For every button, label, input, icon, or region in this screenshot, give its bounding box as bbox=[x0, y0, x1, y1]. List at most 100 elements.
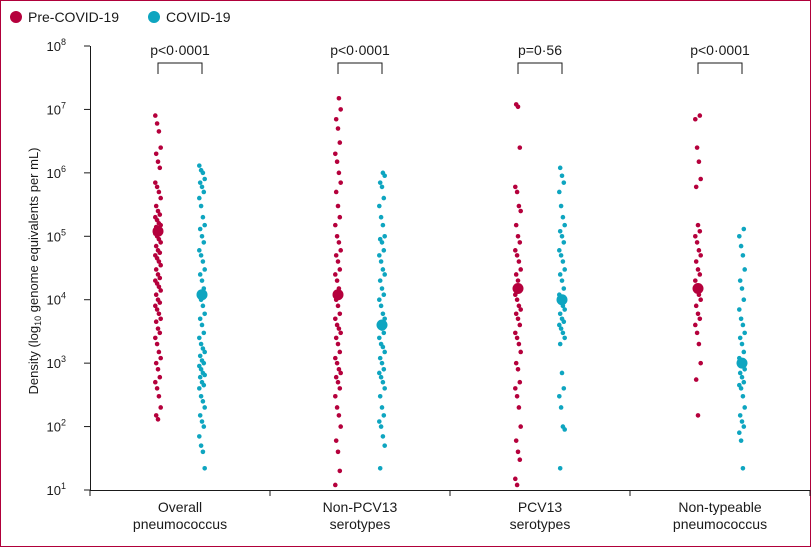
covid-point bbox=[201, 360, 207, 366]
covid-point bbox=[202, 222, 207, 228]
pre-covid-point bbox=[153, 360, 159, 366]
covid-median-marker bbox=[376, 319, 388, 331]
y-tick-label: 101 bbox=[47, 481, 66, 498]
covid-point bbox=[197, 316, 203, 322]
pre-covid-point bbox=[337, 214, 343, 220]
covid-point bbox=[382, 173, 388, 179]
pre-covid-point bbox=[337, 468, 343, 474]
pre-covid-point bbox=[513, 386, 518, 391]
significance-bracket bbox=[697, 62, 743, 74]
covid-point bbox=[377, 394, 383, 399]
pre-covid-point bbox=[334, 278, 340, 283]
significance-annotations: p<0·0001 p<0·0001 p=0·56 p<0·0001 bbox=[150, 42, 750, 74]
y-tick-label: 104 bbox=[47, 291, 66, 308]
covid-point bbox=[198, 253, 204, 258]
pre-covid-median-marker bbox=[152, 225, 164, 237]
covid-point bbox=[200, 346, 206, 351]
pre-covid-point bbox=[336, 95, 342, 101]
pre-covid-point bbox=[335, 449, 341, 455]
covid-point bbox=[197, 434, 202, 439]
covid-point bbox=[377, 253, 382, 258]
covid-point bbox=[378, 374, 384, 380]
pre-covid-point bbox=[517, 322, 523, 328]
pre-covid-point bbox=[338, 180, 344, 185]
pre-covid-point bbox=[153, 203, 159, 209]
pre-covid-point bbox=[696, 248, 702, 253]
covid-point bbox=[738, 243, 744, 249]
pre-covid-point bbox=[337, 311, 343, 317]
pre-covid-point bbox=[333, 355, 338, 361]
covid-point bbox=[381, 195, 387, 201]
covid-point bbox=[197, 195, 202, 201]
covid-point bbox=[558, 253, 564, 258]
pre-covid-point bbox=[335, 126, 341, 131]
x-axis-categories: OverallpneumococcusNon-PCV13serotypesPCV… bbox=[89, 490, 811, 532]
covid-point bbox=[741, 349, 747, 355]
pre-covid-point bbox=[156, 311, 162, 317]
covid-point bbox=[557, 272, 563, 277]
pre-covid-point bbox=[516, 341, 522, 347]
significance-bracket bbox=[157, 62, 203, 74]
pre-covid-point bbox=[513, 330, 518, 336]
covid-point bbox=[559, 173, 565, 179]
pre-covid-point bbox=[693, 322, 698, 328]
covid-point bbox=[739, 374, 745, 380]
covid-point bbox=[197, 180, 203, 185]
pre-covid-point bbox=[518, 307, 523, 312]
covid-point bbox=[740, 253, 746, 258]
pre-covid-point bbox=[518, 267, 523, 272]
pre-covid-point bbox=[517, 145, 523, 150]
pre-covid-point bbox=[335, 203, 341, 209]
p-value-label: p<0·0001 bbox=[330, 42, 390, 58]
pre-covid-point bbox=[693, 259, 699, 264]
covid-point bbox=[737, 370, 743, 376]
pre-covid-point bbox=[157, 165, 163, 171]
covid-point bbox=[199, 278, 205, 283]
pre-covid-point bbox=[695, 267, 701, 272]
pre-covid-point bbox=[697, 316, 703, 322]
pre-covid-point bbox=[334, 360, 340, 366]
pre-covid-point bbox=[333, 482, 338, 488]
pre-covid-point bbox=[337, 140, 343, 145]
y-axis-ticks: 101 102 103 104 105 106 107 108 bbox=[47, 37, 90, 498]
covid-point bbox=[557, 394, 562, 399]
pre-covid-point bbox=[337, 386, 343, 391]
covid-median-marker bbox=[736, 357, 748, 369]
covid-point bbox=[559, 233, 565, 239]
pre-covid-point bbox=[517, 379, 523, 385]
covid-point bbox=[199, 233, 205, 239]
covid-point bbox=[561, 386, 567, 391]
covid-point bbox=[381, 366, 387, 372]
pre-covid-point bbox=[336, 170, 342, 176]
covid-point bbox=[557, 322, 562, 328]
pre-covid-point bbox=[155, 272, 161, 277]
pre-covid-point bbox=[515, 316, 521, 322]
y-tick-label: 106 bbox=[47, 164, 66, 181]
covid-point bbox=[738, 316, 744, 322]
pre-covid-point bbox=[334, 233, 340, 239]
pre-covid-point bbox=[695, 311, 701, 317]
x-category-label: pneumococcus bbox=[673, 516, 767, 532]
covid-point bbox=[202, 349, 207, 355]
covid-point bbox=[200, 214, 206, 220]
pre-covid-point bbox=[513, 476, 518, 482]
covid-point bbox=[198, 203, 204, 209]
pre-covid-point bbox=[153, 413, 159, 418]
covid-point bbox=[741, 379, 747, 385]
covid-point bbox=[558, 405, 564, 410]
y-tick-label: 102 bbox=[47, 418, 66, 435]
covid-point bbox=[740, 465, 746, 471]
pre-covid-point bbox=[154, 121, 160, 126]
pre-covid-point bbox=[697, 228, 703, 234]
covid-point bbox=[197, 163, 202, 168]
covid-median-marker bbox=[196, 289, 208, 301]
pre-covid-point bbox=[333, 335, 339, 341]
covid-point bbox=[737, 233, 742, 239]
pre-covid-point bbox=[334, 322, 340, 328]
covid-point bbox=[558, 203, 564, 209]
covid-point bbox=[379, 286, 385, 291]
covid-point bbox=[740, 322, 746, 328]
